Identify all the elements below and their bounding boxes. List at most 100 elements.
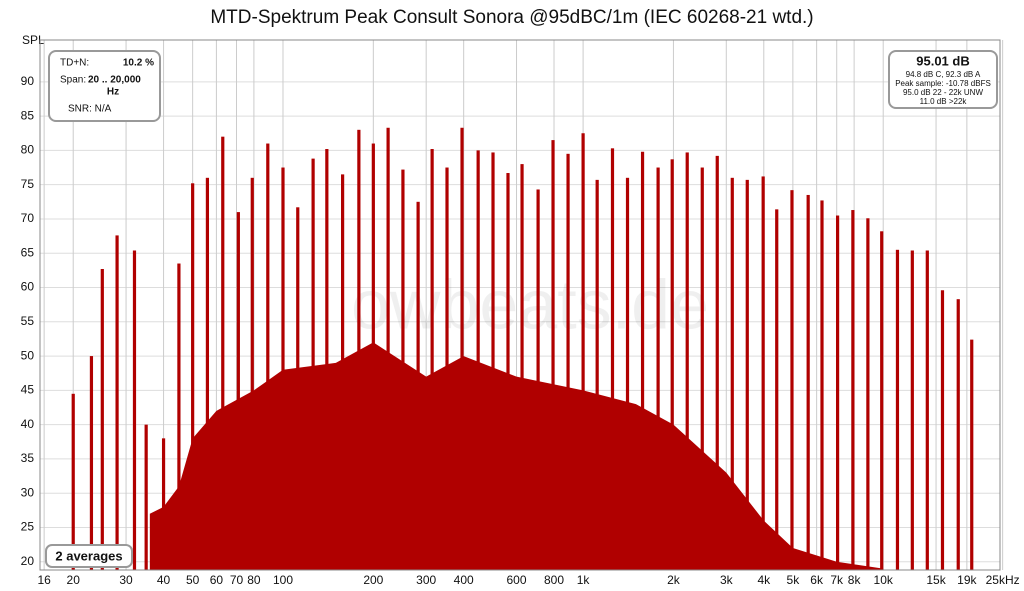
tdn-value: 10.2 % <box>123 58 154 69</box>
tone-peak <box>144 424 148 570</box>
info-box <box>888 50 998 109</box>
x-tick-label: 19k <box>957 573 977 587</box>
tone-peak <box>205 177 210 570</box>
tone-peak <box>386 127 390 570</box>
plot-frame <box>39 39 1001 571</box>
tone-peak <box>445 167 449 570</box>
x-tick-label: 10k <box>874 573 894 587</box>
x-tick-label: 400 <box>454 573 474 587</box>
tone-peak <box>745 179 749 570</box>
tone-peak <box>460 127 464 570</box>
tone-peak <box>132 250 137 571</box>
noise-floor <box>149 342 884 570</box>
x-tick-label: 4k <box>757 573 771 587</box>
tone-peak <box>925 250 929 571</box>
x-tick-label: 70 <box>230 573 244 587</box>
tone-peak <box>191 183 195 570</box>
x-tick-label: 40 <box>157 573 171 587</box>
y-tick-label: 45 <box>21 383 35 397</box>
y-tick-label: 65 <box>21 245 35 259</box>
tone-peak <box>551 140 555 570</box>
x-tick-label: 15k <box>926 573 946 587</box>
x-tick-label: 60 <box>210 573 224 587</box>
tone-peak <box>970 339 974 570</box>
y-tick-label: 55 <box>21 314 35 328</box>
watermark: owbeats.de <box>351 265 709 343</box>
tone-peak <box>115 235 119 570</box>
tone-peak <box>625 177 630 570</box>
info-box <box>48 50 161 122</box>
averages-box <box>45 544 133 568</box>
tone-peak <box>266 143 270 571</box>
tone-peak <box>371 143 375 571</box>
y-tick-label: 75 <box>21 177 35 191</box>
tone-peak <box>700 167 704 570</box>
tone-peak <box>89 356 94 570</box>
tone-peak <box>250 177 254 570</box>
tone-peak <box>566 153 570 571</box>
tone-peak <box>761 176 765 570</box>
tone-peak <box>236 212 240 570</box>
tone-peak <box>910 250 914 571</box>
tone-peak <box>670 159 674 570</box>
tone-peak <box>595 179 599 570</box>
x-tick-label: 5k <box>787 573 801 587</box>
tone-peak <box>416 201 420 570</box>
tone-peak <box>640 151 645 570</box>
tone-peak <box>656 167 660 570</box>
tone-peak <box>880 231 884 571</box>
y-tick-label: 80 <box>21 143 35 157</box>
span-value: 20 .. 20,000 <box>88 75 141 86</box>
info-right: 95.01 dB 94.8 dB C, 92.3 dB A Peak sampl… <box>888 50 998 109</box>
y-tick-label: 90 <box>21 74 35 88</box>
tone-peak <box>357 129 361 570</box>
tone-peak <box>940 290 945 570</box>
tone-peak <box>476 150 480 570</box>
y-tick-label: 25 <box>21 520 35 534</box>
info-left: TD+N: 10.2 % Span: 20 .. 20,000 Hz SNR: … <box>48 50 161 122</box>
tone-peak <box>775 209 779 571</box>
x-tick-label: 80 <box>247 573 261 587</box>
tone-peak <box>536 189 540 570</box>
x-tick-label: 25kHz <box>986 573 1020 587</box>
x-tick-label: 200 <box>363 573 383 587</box>
x-tick-label: 100 <box>273 573 293 587</box>
tone-peak <box>730 177 734 570</box>
tone-peak <box>790 190 794 570</box>
y-tick-label: 30 <box>21 485 35 499</box>
tone-peak <box>806 194 810 571</box>
tone-peak <box>491 152 495 571</box>
x-tick-label: 300 <box>416 573 436 587</box>
x-tick-label: 2k <box>667 573 681 587</box>
x-tick-label: 3k <box>720 573 734 587</box>
level: 95.01 dB <box>916 53 969 68</box>
x-tick-label: 800 <box>544 573 564 587</box>
x-tick-label: 1k <box>577 573 591 587</box>
tone-peak <box>221 136 225 570</box>
info-line: Peak sample: -10.78 dBFS <box>895 79 991 88</box>
tone-peak <box>956 299 960 570</box>
tone-peak <box>341 174 345 571</box>
y-tick-label: 60 <box>21 280 35 294</box>
tone-peak <box>895 249 900 570</box>
x-tick-label: 50 <box>186 573 200 587</box>
y-tick-label: 20 <box>21 554 35 568</box>
y-tick-label: 70 <box>21 211 35 225</box>
tone-peak <box>296 207 300 570</box>
y-tick-label: 40 <box>21 417 35 431</box>
y-axis-label: SPL <box>22 33 45 47</box>
x-tick-label: 30 <box>119 573 133 587</box>
chart-title: MTD-Spektrum Peak Consult Sonora @95dBC/… <box>210 7 813 28</box>
tone-peak <box>161 438 166 570</box>
y-tick-label: 85 <box>21 108 35 122</box>
tone-peak <box>835 215 840 570</box>
x-tick-label: 20 <box>67 573 81 587</box>
tone-peak <box>177 263 181 570</box>
tone-peak <box>325 149 329 570</box>
averages: 2 averages <box>55 548 122 563</box>
info-line: 95.0 dB 22 - 22k UNW <box>903 88 983 97</box>
info-line: 94.8 dB C, 92.3 dB A <box>906 70 981 79</box>
tone-peak <box>100 269 104 570</box>
x-tick-label: 16 <box>37 573 51 587</box>
